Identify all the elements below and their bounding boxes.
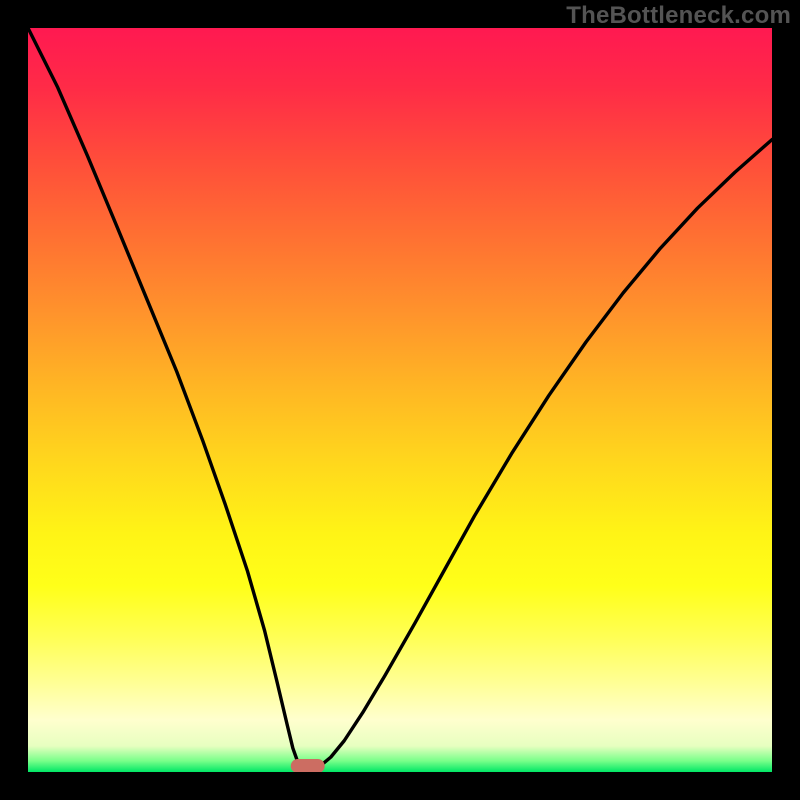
optimal-zone-marker [291, 759, 325, 772]
gradient-background [28, 28, 772, 772]
bottleneck-chart [28, 28, 772, 772]
watermark-text: TheBottleneck.com [566, 2, 791, 30]
